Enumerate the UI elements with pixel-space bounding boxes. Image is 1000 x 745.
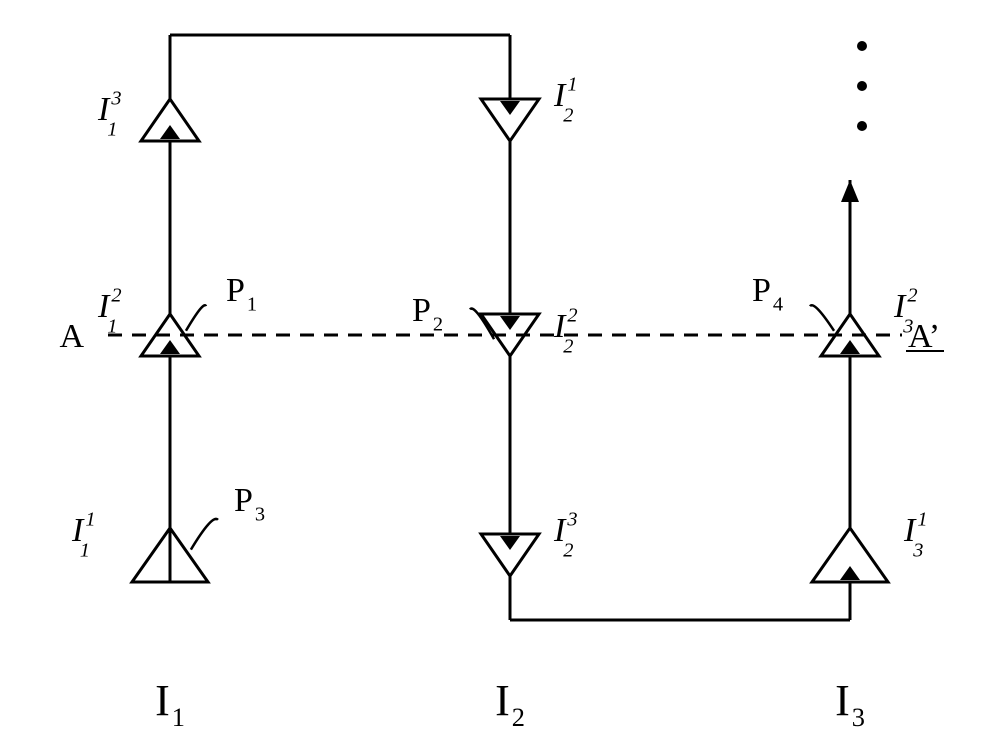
label-I2_1: I12: [553, 74, 578, 127]
label-I3_1: I13: [903, 509, 928, 562]
p-label-1: P1: [226, 272, 257, 316]
continuation-dot: [857, 121, 867, 131]
p-label-4: P4: [752, 272, 783, 316]
column-label-I3: I3: [835, 676, 865, 732]
label-I1_3: I31: [97, 88, 122, 141]
label-I1_1: I11: [71, 509, 94, 562]
diagram-canvas: I31I21I11I12I22I32I23I13P1P2P3P4AA’I1I2I…: [0, 0, 1000, 745]
label-I2_2: I22: [553, 305, 578, 358]
inner-arrow-I1_2: [160, 340, 180, 354]
inner-arrow-I3_1: [840, 566, 860, 580]
inner-arrow-I2_2: [500, 316, 520, 330]
inner-arrow-I1_3: [160, 125, 180, 139]
inner-arrow-I3_2: [840, 340, 860, 354]
label-I2_3: I32: [553, 509, 578, 562]
leader-P4: [810, 305, 834, 331]
label-I1_2: I21: [97, 285, 122, 338]
p-label-3: P3: [234, 482, 265, 526]
continuation-arrow-head: [841, 180, 859, 202]
column-label-I2: I2: [495, 676, 525, 732]
continuation-dot: [857, 41, 867, 51]
column-label-I1: I1: [155, 676, 185, 732]
continuation-dot: [857, 81, 867, 91]
leader-P1: [186, 305, 206, 331]
inner-arrow-I2_3: [500, 536, 520, 550]
section-label-Aprime: A’: [908, 318, 940, 355]
leader-P3: [191, 519, 218, 550]
p-label-2: P2: [412, 292, 443, 336]
section-label-A: A: [59, 318, 84, 355]
inner-arrow-I2_1: [500, 101, 520, 115]
